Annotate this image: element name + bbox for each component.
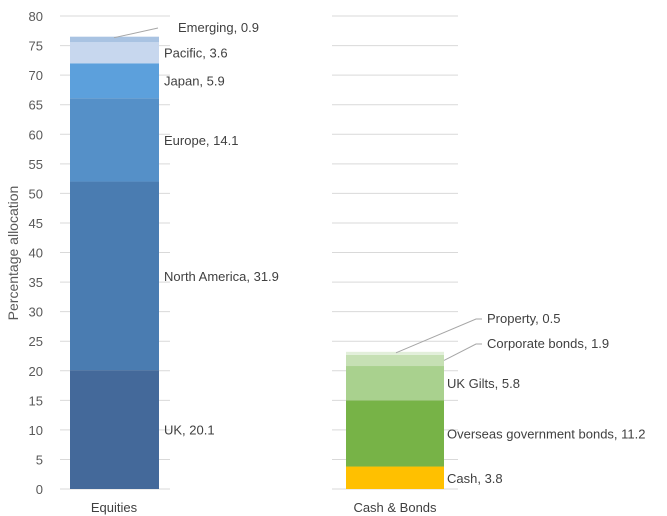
y-tick-label: 55 — [29, 157, 43, 172]
segment-label-europe: Europe, 14.1 — [164, 133, 238, 148]
bar-segment-uk — [70, 370, 159, 489]
bar-segment-north-america — [70, 181, 159, 371]
y-tick-label: 75 — [29, 39, 43, 54]
y-tick-label: 60 — [29, 127, 43, 142]
segment-label-emerging: Emerging, 0.9 — [178, 20, 259, 35]
segment-label-uk-gilts: UK Gilts, 5.8 — [447, 376, 520, 391]
y-tick-label: 15 — [29, 393, 43, 408]
segment-label-japan: Japan, 5.9 — [164, 74, 225, 89]
segment-label-uk: UK, 20.1 — [164, 423, 215, 438]
bar-segment-overseas-government-bonds — [346, 400, 444, 467]
bar-segment-uk-gilts — [346, 366, 444, 401]
y-tick-label: 40 — [29, 246, 43, 261]
y-tick-label: 50 — [29, 186, 43, 201]
segment-label-property: Property, 0.5 — [487, 311, 560, 326]
x-axis-categories: Equities Cash & Bonds — [91, 500, 437, 515]
leader-line — [113, 27, 159, 39]
bar-segment-europe — [70, 98, 159, 182]
y-tick-label: 80 — [29, 9, 43, 24]
bar-segment-property — [346, 351, 444, 355]
y-tick-label: 30 — [29, 305, 43, 320]
bars — [70, 36, 444, 489]
leader-line — [443, 343, 482, 361]
x-category-label: Equities — [91, 500, 138, 515]
segment-label-cash: Cash, 3.8 — [447, 471, 503, 486]
segment-label-overseas-government-bonds: Overseas government bonds, 11.2 — [447, 426, 646, 441]
bar-segment-cash — [346, 466, 444, 489]
x-category-label: Cash & Bonds — [353, 500, 437, 515]
y-tick-label: 10 — [29, 423, 43, 438]
bar-segment-emerging — [70, 36, 159, 43]
y-axis-ticks: 0 5 10 15 20 25 30 35 40 45 50 55 60 65 70 75 80 — [29, 9, 43, 497]
leader-line — [395, 318, 482, 354]
y-tick-label: 25 — [29, 334, 43, 349]
y-axis-title: Percentage allocation — [5, 186, 21, 321]
y-tick-label: 45 — [29, 216, 43, 231]
y-tick-label: 0 — [36, 482, 43, 497]
y-tick-label: 35 — [29, 275, 43, 290]
segment-label-corporate-bonds: Corporate bonds, 1.9 — [487, 336, 609, 351]
segment-label-pacific: Pacific, 3.6 — [164, 46, 228, 61]
segment-labels: UK, 20.1 North America, 31.9 Europe, 14.1 J… — [113, 20, 646, 486]
y-tick-label: 5 — [36, 452, 43, 467]
y-tick-label: 70 — [29, 68, 43, 83]
segment-label-north-america: North America, 31.9 — [164, 269, 279, 284]
bar-segment-corporate-bonds — [346, 354, 444, 367]
bar-segment-pacific — [70, 42, 159, 64]
y-tick-label: 20 — [29, 364, 43, 379]
y-tick-label: 65 — [29, 98, 43, 113]
bar-segment-japan — [70, 63, 159, 99]
